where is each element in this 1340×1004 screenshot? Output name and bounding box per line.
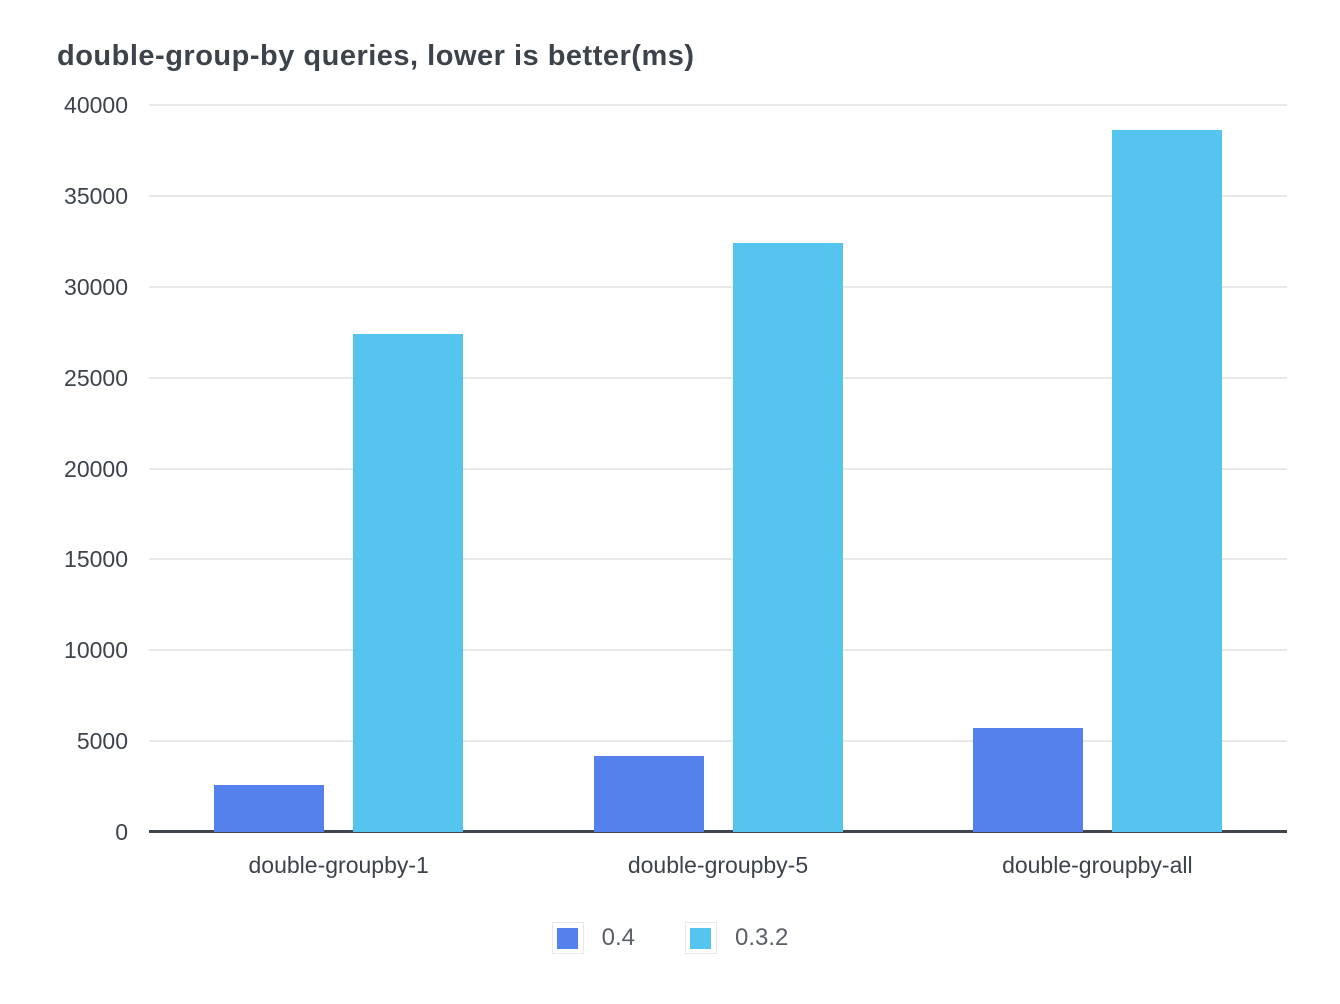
legend-item-0.4[interactable]: 0.4 xyxy=(551,922,635,954)
gridline-35000 xyxy=(149,194,1287,197)
legend-swatch-icon xyxy=(551,922,584,954)
plot-area xyxy=(149,104,1287,833)
y-tick-label-15000: 15000 xyxy=(64,546,128,573)
legend-swatch-icon xyxy=(684,922,717,954)
gridline-30000 xyxy=(149,285,1287,288)
legend-label: 0.4 xyxy=(601,924,635,951)
bar-group-double-groupby-all xyxy=(972,130,1222,832)
y-axis-labels: 0 5000 10000 15000 20000 25000 30000 35000 40000 xyxy=(0,92,128,845)
bar-0.3.2-double-groupby-1[interactable] xyxy=(353,334,464,832)
legend-swatch-color xyxy=(690,927,712,949)
bar-0.4-double-groupby-all[interactable] xyxy=(972,728,1083,832)
x-tick-label-double-groupby-all: double-groupby-all xyxy=(1002,852,1193,878)
bar-0.3.2-double-groupby-5[interactable] xyxy=(732,243,843,832)
bar-0.4-double-groupby-5[interactable] xyxy=(593,755,704,832)
y-tick-label-0: 0 xyxy=(115,819,128,845)
y-tick-label-25000: 25000 xyxy=(64,364,128,391)
y-tick-label-40000: 40000 xyxy=(64,92,128,118)
bar-0.3.2-double-groupby-all[interactable] xyxy=(1111,130,1222,832)
x-axis-labels: double-groupby-1 double-groupby-5 double-g… xyxy=(149,850,1287,884)
legend-label: 0.3.2 xyxy=(734,924,789,951)
chart-title: double-group-by queries, lower is better… xyxy=(57,40,695,72)
bar-0.4-double-groupby-1[interactable] xyxy=(214,784,325,832)
x-tick-label-double-groupby-5: double-groupby-5 xyxy=(627,852,809,878)
legend-item-0.3.2[interactable]: 0.3.2 xyxy=(684,922,789,954)
x-tick-label-double-groupby-1: double-groupby-1 xyxy=(248,852,429,878)
bar-group-double-groupby-5 xyxy=(593,243,843,832)
gridline-25000 xyxy=(149,376,1287,379)
gridline-5000 xyxy=(149,740,1287,743)
gridline-20000 xyxy=(149,467,1287,470)
bar-group-double-groupby-1 xyxy=(214,334,464,832)
y-tick-label-20000: 20000 xyxy=(64,455,128,482)
y-tick-label-35000: 35000 xyxy=(64,182,128,209)
x-axis-line xyxy=(149,830,1287,833)
legend-swatch-color xyxy=(557,927,579,949)
y-tick-label-10000: 10000 xyxy=(64,637,128,664)
y-tick-label-5000: 5000 xyxy=(76,728,128,755)
gridline-15000 xyxy=(149,558,1287,561)
y-tick-label-30000: 30000 xyxy=(64,273,128,300)
gridline-10000 xyxy=(149,649,1287,652)
gridline-40000 xyxy=(149,104,1287,106)
legend: 0.4 0.3.2 xyxy=(0,922,1340,954)
